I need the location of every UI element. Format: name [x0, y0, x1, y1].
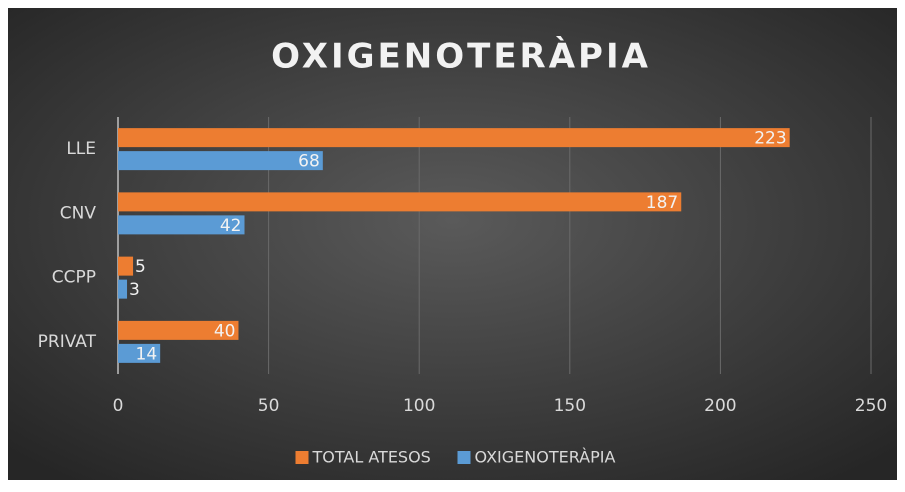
legend-swatch [457, 451, 471, 464]
data-label: 14 [136, 344, 158, 364]
x-tick-label: 250 [855, 396, 887, 416]
y-tick-label: CCPP [52, 268, 96, 288]
x-tick-label: 150 [554, 396, 586, 416]
chart-background [8, 8, 897, 480]
bar [118, 256, 134, 276]
legend-swatch [295, 451, 309, 464]
x-tick-label: 200 [704, 396, 736, 416]
bar [118, 192, 682, 212]
bar [118, 343, 161, 363]
data-label: 187 [646, 193, 678, 213]
chart-title: OXIGENOTERÀPIA [271, 36, 651, 77]
legend-label: TOTAL ATESOS [312, 448, 431, 467]
y-tick-label: PRIVAT [38, 332, 97, 352]
data-label: 3 [129, 280, 140, 300]
bar [118, 320, 239, 340]
x-tick-label: 50 [258, 396, 280, 416]
bar [118, 279, 128, 299]
data-label: 40 [214, 321, 236, 341]
y-tick-label: LLE [66, 139, 96, 159]
bar [118, 128, 790, 148]
data-label: 42 [220, 216, 242, 236]
x-tick-label: 100 [403, 396, 435, 416]
data-label: 5 [135, 257, 146, 277]
data-label: 223 [754, 129, 786, 149]
y-tick-label: CNV [60, 203, 97, 223]
bar [118, 151, 323, 171]
legend-label: OXIGENOTERÀPIA [475, 448, 616, 467]
bar [118, 215, 245, 235]
x-tick-label: 0 [113, 396, 124, 416]
data-label: 68 [298, 152, 320, 172]
